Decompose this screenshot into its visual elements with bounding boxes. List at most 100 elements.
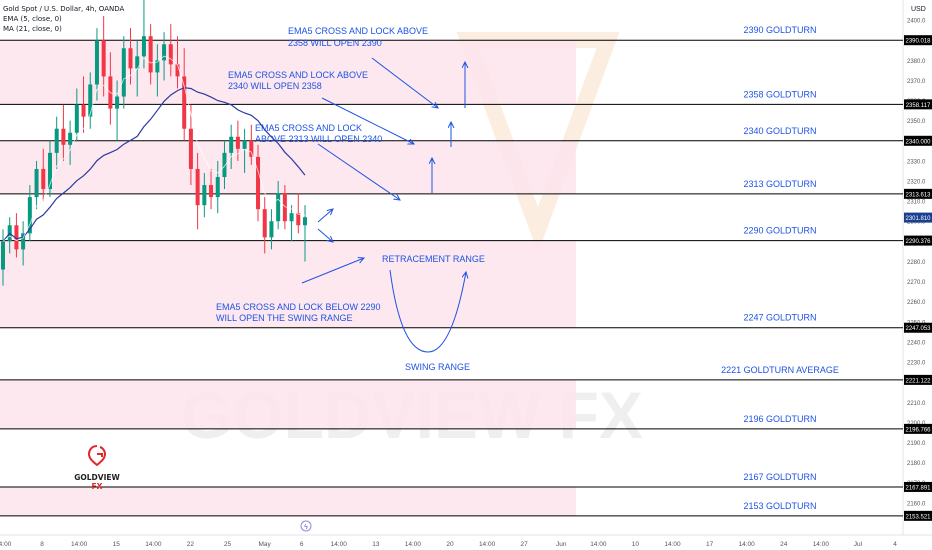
logo-name-accent: FX [91,482,103,491]
level-tag-text: 2390.018 [905,39,931,45]
level-tag-0 [904,35,932,46]
zone-3 [0,379,576,429]
price-axis[interactable]: USD 2160.02170.02180.02190.02200.02210.0… [902,0,932,550]
candle-body [135,56,140,69]
candle-body [229,136,234,153]
candle-body [296,213,301,226]
goldview-logo-icon [87,445,107,467]
level-tag-text: 2247.053 [905,326,931,332]
candle-body [21,233,26,250]
ma-21-line [2,87,306,242]
level-tag-9 [904,510,932,521]
y-tick-label: 2190.0 [907,441,926,447]
level-tag-5 [904,322,932,333]
candle-body [101,40,106,77]
candle-body [1,241,5,270]
candle-body [202,185,207,206]
current-price-tag [904,212,932,223]
y-tick-label: 2230.0 [907,361,926,367]
candle-body [27,197,32,234]
x-tick-label: 27 [521,541,529,548]
candle-body [289,213,294,222]
x-tick-label: Jun [556,541,567,548]
arrow-to-2358 [321,97,414,144]
y-tick-label: 2180.0 [907,461,926,467]
ema-indicator-label[interactable]: EMA (5, close, 0) [3,15,62,23]
level-tag-text: 2167.891 [905,485,931,491]
level-tag-text: 2196.766 [905,427,931,433]
candle-body [249,140,254,157]
candle-body [262,209,267,238]
level-tag-2 [904,135,932,146]
x-tick-label: 6 [300,541,304,548]
level-tag-text: 2358.117 [906,103,931,109]
candle-body [94,40,99,85]
level-tag-text: 2313.613 [905,192,931,198]
x-tick-label: 17 [706,541,714,548]
symbol-title[interactable]: Gold Spot / U.S. Dollar, 4h, OANDA [3,5,125,13]
candle-body [81,104,86,117]
candle-body [222,152,227,177]
candlestick-series [1,0,307,286]
x-tick-label: 14:00 [71,541,88,548]
arrow-up-right [317,209,333,223]
ma-indicator-label[interactable]: MA (21, close, 0) [3,25,62,33]
zone-1 [0,140,576,194]
y-tick-label: 2320.0 [907,180,926,186]
candle-body [303,217,307,226]
level-label: 2153 GOLDTURN [743,501,816,511]
y-tick-label: 2240.0 [907,340,926,346]
x-tick-label: May [258,541,271,548]
candle-body [215,176,220,198]
x-tick-label: 14:00 [331,541,348,548]
candle-body [256,156,261,210]
y-tick-label: 2380.0 [907,59,926,65]
level-tag-1 [904,99,932,110]
ema-5-line [2,55,306,242]
candle-body [14,225,19,250]
level-label: 2358 GOLDTURN [743,89,816,99]
chart-legend[interactable]: Gold Spot / U.S. Dollar, 4h, OANDA EMA (… [3,4,124,34]
candle-body [141,36,146,57]
level-label: 2290 GOLDTURN [743,226,816,236]
goldturn-levels: 2390.018 2390 GOLDTURN 2358.117 2358 GOLDTU… [0,25,932,521]
candle-body [188,128,193,169]
annotations: EMA5 CROSS AND LOCK ABOVE 2358 WILL OPEN… [216,26,485,372]
level-tag-8 [904,481,932,492]
y-tick-label: 2350.0 [907,119,926,125]
event-marker-icon[interactable] [300,520,312,532]
y-tick-label: 2200.0 [907,421,926,427]
x-tick-label: 14:00 [405,541,422,548]
y-tick-label: 2400.0 [907,19,926,25]
level-tag-text: 2290.376 [905,239,931,245]
level-tag-text: 2153.521 [905,514,931,520]
arrow-to-2340 [317,143,400,200]
x-tick-label: 24 [780,541,788,548]
level-label: 2247 GOLDTURN [743,313,816,323]
level-label: 2390 GOLDTURN [743,25,816,35]
y-tick-label: 2280.0 [907,260,926,266]
time-axis[interactable]: 4:00 8 14:00 15 14:00 22 25 May 6 14:00 13 14:00 20 1… [0,534,932,550]
x-tick-label: 14:00 [479,541,496,548]
x-tick-label: 14:00 [590,541,607,548]
candle-body [162,44,167,61]
candle-body [61,128,66,145]
annotation-swing-trigger: EMA5 CROSS AND LOCK BELOW 2290 WILL OPEN… [216,302,383,323]
level-tag-3 [904,188,932,199]
x-tick-label: 22 [187,541,195,548]
x-tick-label: 20 [446,541,454,548]
event-marker-glyph: ϟ [304,524,308,531]
candle-body [209,185,214,198]
candle-body [182,76,187,129]
arrow-to-retracement [301,258,364,284]
x-tick-label: 13 [372,541,380,548]
goldturn-zones [0,40,576,516]
candle-body [148,36,153,73]
currency-label: USD [911,6,926,13]
x-tick-label: 4:00 [0,541,12,548]
current-price-text: 2301.810 [905,216,931,222]
annotation-2358: EMA5 CROSS AND LOCK ABOVE 2358 WILL OPEN… [288,26,431,48]
y-tick-label: 2160.0 [907,501,926,507]
annotation-retracement: RETRACEMENT RANGE [382,254,485,264]
